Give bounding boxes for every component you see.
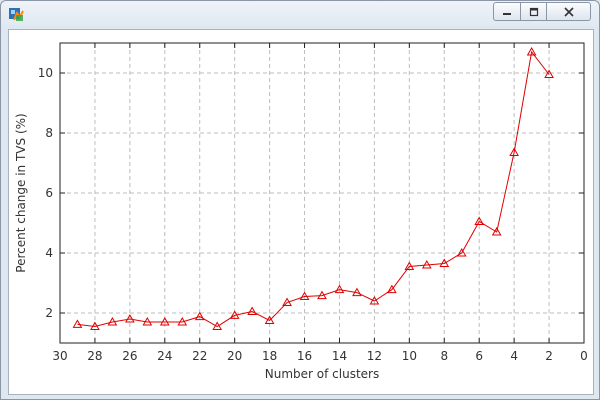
y-tick-label: 8 <box>45 126 53 140</box>
x-tick-label: 18 <box>262 349 277 363</box>
x-tick-label: 8 <box>440 349 448 363</box>
x-tick-label: 4 <box>510 349 518 363</box>
x-tick-label: 26 <box>122 349 137 363</box>
x-tick-label: 24 <box>157 349 172 363</box>
data-point <box>474 216 485 225</box>
data-point <box>317 290 327 300</box>
minimize-icon <box>503 12 511 15</box>
matlab-figure-icon <box>9 8 24 21</box>
x-tick-label: 20 <box>227 349 242 363</box>
window-controls <box>493 2 591 21</box>
data-point <box>90 321 100 330</box>
title-bar[interactable] <box>1 1 599 28</box>
data-point <box>247 306 257 315</box>
x-tick-label: 30 <box>52 349 67 363</box>
data-point <box>72 319 83 328</box>
series-line <box>77 50 550 328</box>
x-tick-label: 2 <box>545 349 553 363</box>
data-point <box>526 46 537 56</box>
x-tick-label: 0 <box>580 349 588 363</box>
x-tick-label: 22 <box>192 349 207 363</box>
data-point <box>404 261 415 270</box>
minimize-button[interactable] <box>493 2 521 21</box>
y-tick-label: 10 <box>38 66 53 80</box>
data-point <box>421 259 432 269</box>
maximize-icon <box>529 7 538 16</box>
data-point <box>229 310 240 319</box>
data-point <box>491 226 502 236</box>
data-point <box>544 69 554 78</box>
x-tick-label: 12 <box>367 349 382 363</box>
maximize-button[interactable] <box>521 2 547 21</box>
data-point <box>282 297 292 306</box>
y-tick-label: 4 <box>45 246 53 260</box>
data-point <box>264 315 275 324</box>
data-point <box>142 316 153 326</box>
line-chart: 30 28 26 24 22 20 18 16 14 12 10 8 6 4 2 0246810Number … <box>14 42 588 381</box>
x-tick-label: 28 <box>87 349 102 363</box>
close-icon <box>563 6 574 17</box>
data-point <box>299 291 310 300</box>
x-tick-label: 6 <box>475 349 483 363</box>
x-tick-label: 14 <box>332 349 347 363</box>
figure-canvas: 30 28 26 24 22 20 18 16 14 12 10 8 6 4 2 0 2 4 6 8 10 Number … <box>8 29 594 395</box>
y-tick-label: 2 <box>45 306 53 320</box>
data-point <box>177 316 188 326</box>
data-point <box>352 287 362 297</box>
close-button[interactable] <box>547 2 591 21</box>
data-point <box>387 284 397 294</box>
data-point <box>509 147 519 156</box>
x-tick-label: 16 <box>297 349 312 363</box>
y-axis-label: Percent change in TVS (%) <box>14 113 28 272</box>
data-point <box>107 316 118 326</box>
data-point <box>369 295 380 305</box>
data-point <box>194 311 205 321</box>
data-point <box>439 258 450 267</box>
data-point <box>125 313 135 323</box>
data-point <box>212 321 223 330</box>
x-axis-label: Number of clusters <box>265 367 379 381</box>
x-tick-label: 10 <box>402 349 417 363</box>
data-point <box>159 316 170 326</box>
data-point <box>456 247 467 257</box>
y-tick-label: 6 <box>45 186 53 200</box>
data-point <box>334 284 345 294</box>
